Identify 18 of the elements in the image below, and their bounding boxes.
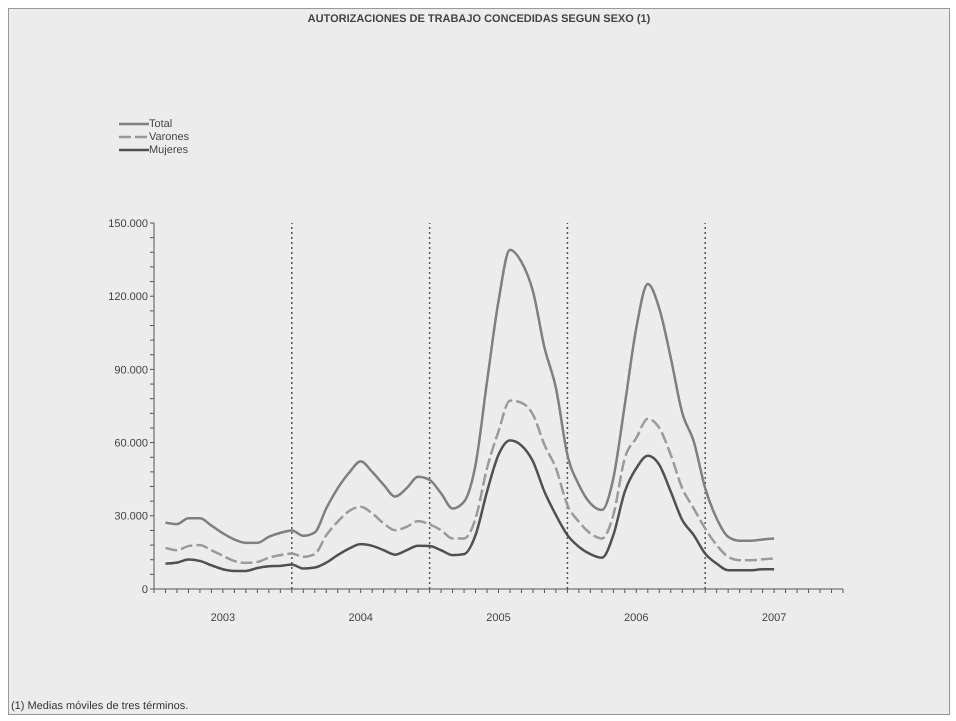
line-series [164,248,776,544]
y-tick-label: 60.000 [114,438,148,450]
legend-label: Total [149,118,172,130]
y-tick-label: 0 [142,584,148,596]
text: (1) Medias móviles de tres términos. [11,700,188,712]
legend-label: Mujeres [149,144,188,156]
x-tick-label: 2005 [486,612,511,624]
y-tick-label: 150.000 [108,218,148,230]
legend-label: Varones [149,130,190,142]
x-tick-label: 2004 [348,612,373,624]
x-tick-label: 2006 [624,612,649,624]
x-tick-label: 2007 [762,612,786,624]
y-tick-label: 120.000 [108,291,148,304]
x-tick-label: 2003 [210,612,236,624]
y-tick-label: 30.000 [114,510,148,523]
chart-title: AUTORIZACIONES DE TRABAJO CONCEDIDAS SEGUN SEXO (1) [306,13,652,25]
line-series [164,399,776,564]
y-tick-label: 90.000 [114,364,148,376]
